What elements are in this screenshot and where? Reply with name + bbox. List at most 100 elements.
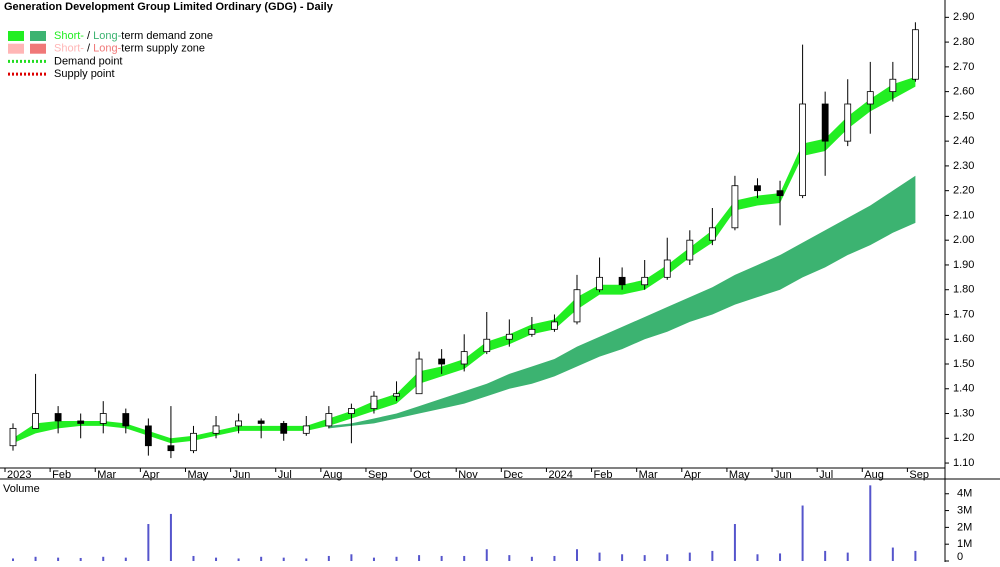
volume-bar bbox=[124, 557, 127, 561]
y-tick-label: 1.70 bbox=[953, 308, 974, 320]
x-tick-label: Apr bbox=[684, 469, 701, 481]
candle-body bbox=[663, 259, 671, 278]
x-tick-label: Mar bbox=[97, 469, 116, 481]
x-tick-label: Feb bbox=[52, 469, 71, 481]
y2-tick-label: 2M bbox=[957, 521, 972, 533]
volume-title: Volume bbox=[3, 483, 40, 495]
volume-bar bbox=[282, 557, 285, 561]
y-tick-label: 1.60 bbox=[953, 333, 974, 345]
x-tick-label: Aug bbox=[323, 469, 343, 481]
legend-text: term supply zone bbox=[121, 43, 205, 55]
candle-body bbox=[618, 276, 626, 286]
x-tick-label: Jun bbox=[233, 469, 251, 481]
y2-tick-label: 3M bbox=[957, 504, 972, 516]
x-tick-label: Jun bbox=[774, 469, 792, 481]
y-tick-label: 1.90 bbox=[953, 259, 974, 271]
candle-body bbox=[438, 358, 446, 365]
candle-body bbox=[32, 413, 39, 429]
volume-bar bbox=[34, 556, 37, 561]
y-tick-label: 2.80 bbox=[953, 36, 974, 48]
x-tick-label: Sep bbox=[909, 469, 929, 481]
y2-tick-label: 0 bbox=[957, 551, 963, 562]
candle-body bbox=[235, 420, 243, 427]
x-tick-label: Mar bbox=[639, 469, 658, 481]
candle-body bbox=[641, 276, 649, 286]
y-tick-label: 2.00 bbox=[953, 234, 974, 246]
candle-body bbox=[77, 420, 85, 424]
x-tick-label: Sep bbox=[368, 469, 388, 481]
volume-bar bbox=[260, 556, 263, 561]
legend-text: Short- bbox=[54, 30, 84, 42]
candle-body bbox=[799, 103, 806, 197]
volume-bar bbox=[327, 555, 330, 561]
y-tick-label: 2.10 bbox=[953, 209, 974, 221]
candle-body bbox=[393, 393, 400, 397]
y2-tick-label: 1M bbox=[957, 538, 972, 550]
y-tick-label: 1.30 bbox=[953, 407, 974, 419]
x-tick-label: May bbox=[187, 469, 208, 481]
candle-body bbox=[415, 358, 423, 395]
y-tick-label: 1.80 bbox=[953, 284, 974, 296]
candle-body bbox=[866, 91, 874, 105]
candle-body bbox=[889, 78, 897, 93]
candle-body bbox=[302, 425, 310, 434]
candle-body bbox=[347, 408, 355, 414]
legend-label: Demand point bbox=[54, 55, 123, 67]
candle-body bbox=[551, 321, 558, 330]
candle-body bbox=[325, 413, 333, 427]
volume-bar bbox=[237, 558, 240, 561]
candle-body bbox=[573, 289, 581, 323]
volume-bar bbox=[801, 505, 804, 561]
x-tick-label: Apr bbox=[142, 469, 159, 481]
candle-body bbox=[528, 328, 536, 335]
volume-bar bbox=[869, 485, 872, 561]
legend-text: Short- bbox=[54, 43, 84, 55]
x-tick-label: Feb bbox=[594, 469, 613, 481]
chart-title: Generation Development Group Limited Ord… bbox=[4, 1, 334, 13]
volume-bar bbox=[643, 555, 646, 561]
legend-text: Long- bbox=[93, 43, 121, 55]
y-tick-label: 1.40 bbox=[953, 383, 974, 395]
volume-bar bbox=[598, 552, 601, 561]
volume-bar bbox=[463, 555, 466, 561]
legend-label: Supply point bbox=[54, 68, 115, 80]
volume-bar bbox=[711, 550, 714, 561]
candle-body bbox=[821, 103, 829, 142]
volume-bar bbox=[102, 556, 105, 561]
volume-bar bbox=[440, 555, 443, 561]
y2-tick-label: 4M bbox=[957, 488, 972, 500]
candle-body bbox=[167, 445, 175, 452]
candle-body bbox=[370, 395, 378, 409]
candle-body bbox=[257, 420, 265, 424]
candle-body bbox=[686, 239, 694, 261]
legend-text: / bbox=[84, 43, 93, 55]
y-tick-label: 2.60 bbox=[953, 86, 974, 98]
candle-body bbox=[731, 185, 739, 229]
legend-swatch bbox=[8, 43, 24, 54]
candle-body bbox=[754, 185, 761, 192]
candle-body bbox=[460, 351, 468, 365]
y-tick-label: 2.20 bbox=[953, 185, 974, 197]
volume-bar bbox=[553, 555, 556, 561]
x-tick-label: 2024 bbox=[548, 469, 572, 481]
volume-bar bbox=[485, 549, 488, 561]
candle-body bbox=[505, 333, 513, 340]
volume-bar bbox=[666, 554, 669, 561]
x-tick-label: Dec bbox=[503, 469, 523, 481]
legend-text: / bbox=[84, 30, 93, 42]
x-tick-label: Aug bbox=[864, 469, 884, 481]
volume-bar bbox=[688, 552, 691, 561]
y-tick-label: 1.20 bbox=[953, 432, 974, 444]
x-tick-label: 2023 bbox=[7, 469, 31, 481]
y-tick-label: 2.30 bbox=[953, 160, 974, 172]
volume-bar bbox=[395, 556, 398, 561]
candle-body bbox=[122, 413, 130, 427]
volume-bar bbox=[12, 558, 14, 561]
candle-body bbox=[596, 276, 603, 291]
volume-bar bbox=[147, 524, 150, 561]
legend-text: Demand point bbox=[54, 55, 123, 67]
volume-bar bbox=[733, 524, 736, 561]
candle-body bbox=[190, 432, 197, 452]
candle-body bbox=[54, 413, 62, 422]
